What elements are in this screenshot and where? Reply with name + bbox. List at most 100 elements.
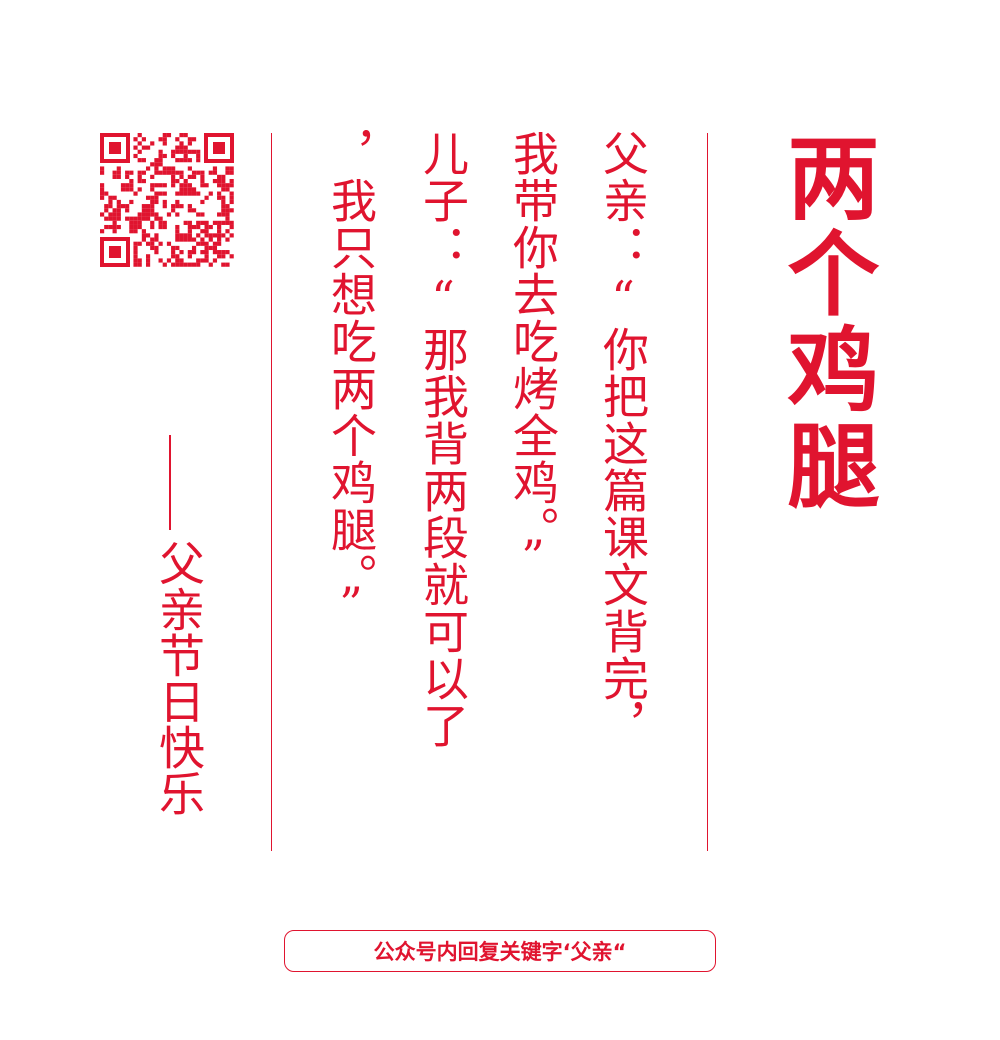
- qr-module: [183, 183, 188, 188]
- qr-module: [196, 212, 201, 217]
- qr-module: [171, 262, 176, 267]
- qr-module: [125, 174, 130, 179]
- qr-module: [175, 178, 180, 184]
- qr-module: [171, 178, 176, 184]
- qr-module: [175, 233, 180, 238]
- qr-module: [158, 162, 163, 167]
- qr-module: [221, 174, 226, 179]
- qr-module: [212, 245, 218, 251]
- qr-module: [133, 153, 138, 159]
- qr-module: [108, 199, 113, 205]
- qr-module: [217, 241, 222, 246]
- qr-module: [166, 258, 172, 263]
- qr-module: [129, 178, 134, 184]
- qr-module: [196, 224, 201, 230]
- qr-module: [225, 212, 230, 217]
- qr-module: [175, 258, 180, 263]
- qr-module: [141, 158, 146, 163]
- qr-module: [175, 149, 180, 154]
- qr-module: [191, 187, 197, 192]
- qr-module: [217, 195, 222, 200]
- qr-module: [171, 166, 176, 171]
- qr-module: [150, 204, 155, 209]
- qr-module: [104, 191, 109, 196]
- qr-module: [150, 141, 155, 146]
- qr-module: [166, 170, 172, 175]
- qr-module: [208, 233, 213, 238]
- qr-module: [175, 204, 180, 209]
- qr-module: [133, 254, 138, 259]
- qr-module: [158, 258, 163, 263]
- qr-module: [158, 216, 163, 221]
- qr-module: [171, 204, 176, 209]
- qr-module: [154, 191, 159, 196]
- qr-module: [133, 224, 138, 230]
- qr-module: [191, 208, 197, 213]
- qr-module: [183, 133, 188, 138]
- qr-module: [154, 199, 159, 205]
- qr-module: [100, 187, 105, 192]
- qr-module: [221, 183, 226, 188]
- qr-module: [217, 183, 222, 188]
- qr-module: [217, 174, 222, 179]
- qr-module: [212, 233, 218, 238]
- qr-module: [221, 250, 226, 255]
- dialogue-line-4: ，我只想吃两个鸡腿。”: [324, 130, 378, 632]
- qr-module: [217, 224, 222, 230]
- qr-module: [162, 199, 167, 205]
- qr-module: [187, 187, 192, 192]
- qr-module: [175, 137, 180, 142]
- footer-hint: 公众号内回复关键字‘父亲“: [284, 930, 716, 972]
- qr-module: [112, 212, 117, 217]
- qr-module: [175, 229, 180, 234]
- qr-module: [150, 195, 155, 200]
- qr-module: [229, 183, 234, 188]
- qr-module: [100, 229, 105, 234]
- qr-module: [191, 224, 197, 230]
- qr-code-icon[interactable]: [100, 133, 234, 267]
- qr-module: [208, 245, 213, 251]
- qr-module: [183, 153, 188, 159]
- qr-module: [171, 174, 176, 179]
- qr-module: [104, 208, 109, 213]
- qr-module: [229, 166, 234, 171]
- qr-module: [141, 137, 146, 142]
- qr-module: [221, 262, 226, 267]
- qr-module: [171, 170, 176, 175]
- qr-module: [196, 233, 201, 238]
- qr-module: [125, 183, 130, 188]
- qr-module: [158, 241, 163, 246]
- qr-module: [208, 191, 213, 196]
- qr-module: [208, 262, 213, 267]
- qr-module: [225, 229, 230, 234]
- qr-module: [154, 216, 159, 221]
- qr-module: [221, 199, 226, 205]
- qr-module: [116, 216, 121, 221]
- qr-module: [191, 245, 197, 251]
- qr-module: [125, 187, 130, 192]
- qr-module: [175, 145, 180, 150]
- qr-module: [112, 208, 117, 213]
- qr-module: [100, 170, 105, 175]
- qr-module: [100, 183, 105, 188]
- qr-module: [200, 229, 205, 234]
- qr-module: [179, 149, 184, 154]
- qr-module: [204, 250, 209, 255]
- qr-module: [171, 153, 176, 159]
- qr-module: [187, 183, 192, 188]
- qr-module: [158, 149, 163, 154]
- qr-module: [225, 170, 230, 175]
- qr-module: [204, 258, 209, 263]
- qr-module: [150, 212, 155, 217]
- right-divider: [707, 133, 708, 851]
- qr-module: [200, 220, 205, 225]
- dialogue-line-2: 我带你去吃烤全鸡。”: [506, 130, 560, 585]
- qr-module: [204, 195, 209, 200]
- qr-module: [150, 199, 155, 205]
- qr-module: [200, 199, 205, 205]
- qr-module: [179, 237, 184, 242]
- qr-module: [200, 241, 205, 246]
- qr-module: [187, 166, 192, 171]
- qr-module: [200, 170, 205, 175]
- qr-module: [191, 149, 197, 154]
